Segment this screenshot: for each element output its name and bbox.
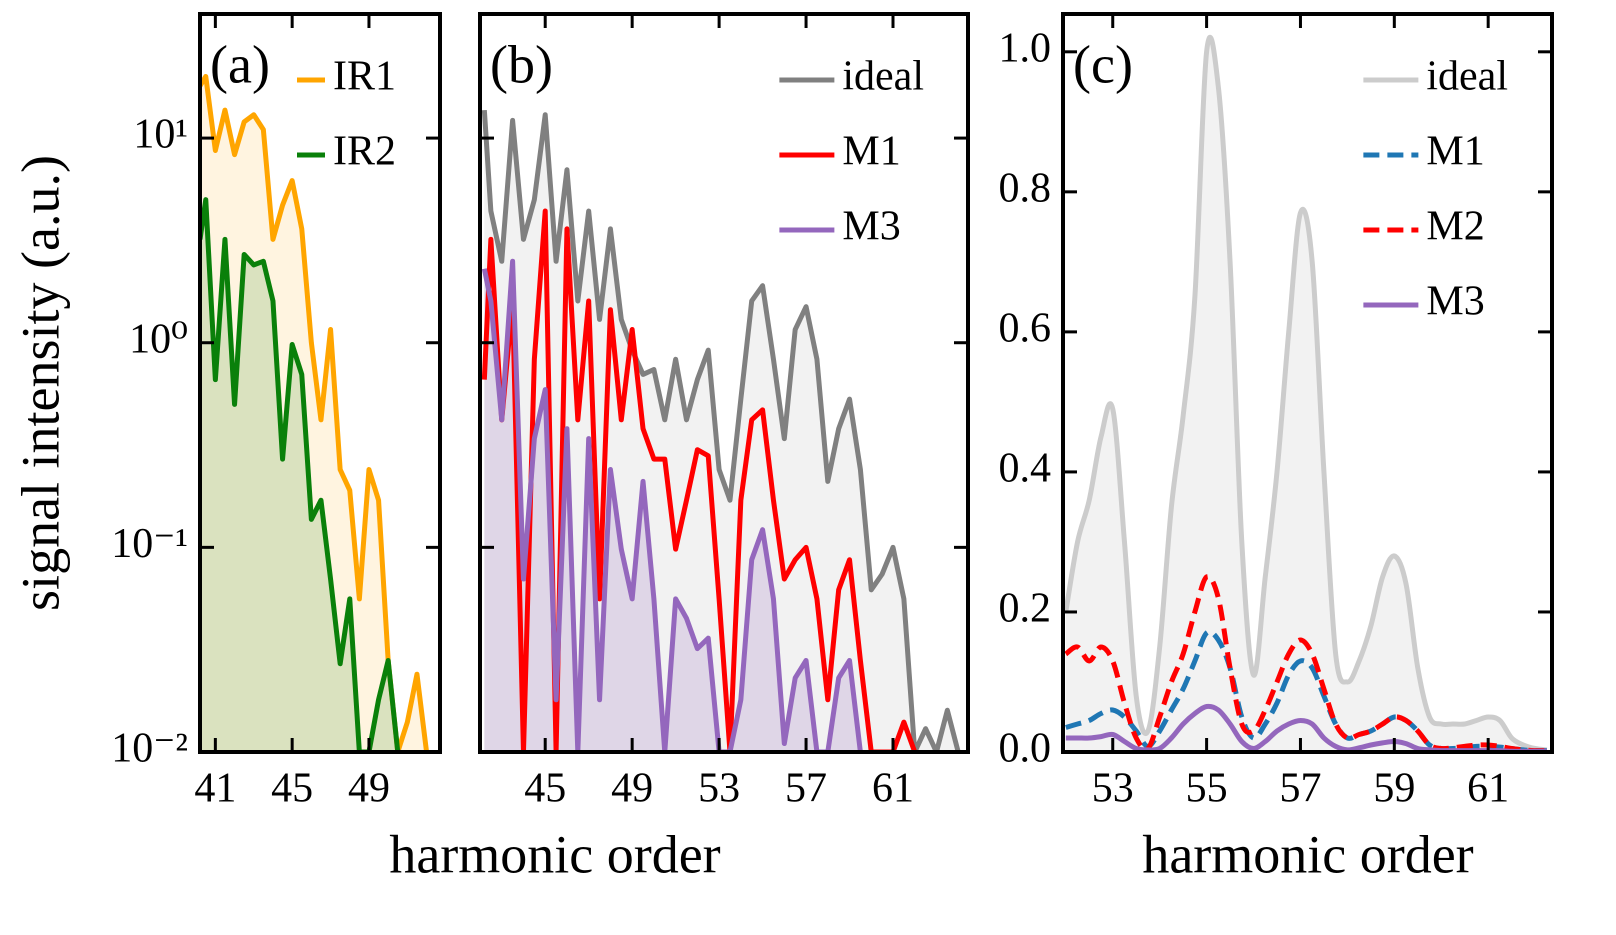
x-tick-label: 49 <box>348 766 390 812</box>
x-axis-label: harmonic order <box>389 824 720 884</box>
series-line <box>481 109 961 752</box>
legend-label: ideal <box>842 54 924 100</box>
x-tick-label: 57 <box>785 766 827 812</box>
plot-area <box>481 109 961 752</box>
y-tick-label: 0.6 <box>999 306 1052 352</box>
y-tick-label: 0.8 <box>999 165 1052 211</box>
x-tick-label: 41 <box>194 766 236 812</box>
y-tick-label: 10¹ <box>133 112 188 158</box>
y-tick-label: 10⁻¹ <box>111 521 188 567</box>
y-tick-label: 0.0 <box>999 726 1052 772</box>
legend-label: M3 <box>1426 279 1484 325</box>
x-tick-label: 55 <box>1186 766 1228 812</box>
panel-label: (b) <box>490 34 553 94</box>
y-tick-label: 10⁻² <box>111 726 188 772</box>
y-tick-label: 0.2 <box>999 586 1052 632</box>
panel-label: (c) <box>1073 34 1133 94</box>
x-tick-label: 49 <box>611 766 653 812</box>
legend-label: M1 <box>842 129 900 175</box>
x-tick-label: 53 <box>1092 766 1134 812</box>
legend-label: IR1 <box>333 54 396 100</box>
legend-label: IR2 <box>333 129 396 175</box>
area-fill <box>200 76 427 752</box>
area-fill <box>1065 37 1547 752</box>
series-line <box>1063 34 1548 752</box>
plot-area <box>200 73 430 752</box>
x-tick-label: 61 <box>872 766 914 812</box>
series-line <box>200 197 401 752</box>
axes-frame <box>478 12 970 754</box>
legend-label: M3 <box>842 204 900 250</box>
legend-label: M1 <box>1426 129 1484 175</box>
x-axis-label: harmonic order <box>1142 824 1473 884</box>
legend-label: ideal <box>1426 54 1508 100</box>
y-tick-label: 1.0 <box>999 25 1052 71</box>
x-tick-label: 59 <box>1373 766 1415 812</box>
x-tick-label: 61 <box>1467 766 1509 812</box>
legend-label: M2 <box>1426 204 1484 250</box>
series-line <box>481 258 863 752</box>
y-tick-label: 10⁰ <box>129 316 188 362</box>
x-tick-label: 45 <box>271 766 313 812</box>
x-tick-label: 45 <box>524 766 566 812</box>
x-tick-label: 53 <box>698 766 740 812</box>
axes-frame <box>198 12 442 754</box>
axes-frame <box>1061 12 1554 754</box>
y-tick-label: 0.4 <box>999 446 1052 492</box>
panel-label: (a) <box>210 34 270 94</box>
x-tick-label: 57 <box>1279 766 1321 812</box>
area-fill <box>484 261 861 752</box>
y-axis-label: signal intensity (a.u.) <box>10 155 70 611</box>
